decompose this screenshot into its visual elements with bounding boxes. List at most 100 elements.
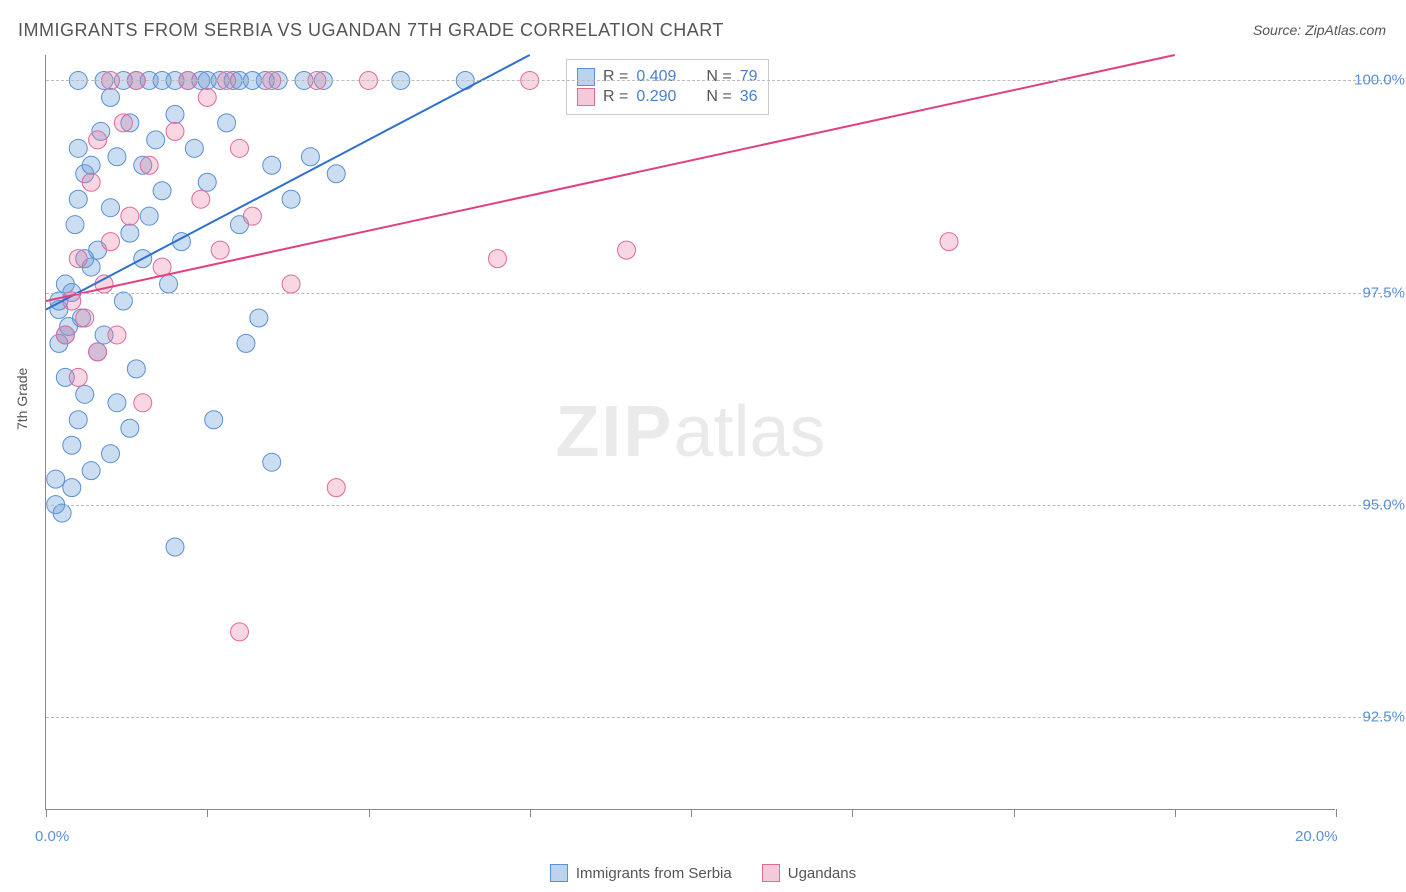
legend-stats: R = 0.409 N = 79 R = 0.290 N = 36 xyxy=(566,59,769,115)
scatter-point-serbia xyxy=(102,199,120,217)
scatter-point-uganda xyxy=(89,343,107,361)
scatter-point-serbia xyxy=(282,190,300,208)
x-tick-label: 0.0% xyxy=(35,828,69,845)
gridline-h xyxy=(46,293,1391,294)
legend-r-label: R = xyxy=(603,88,628,106)
scatter-point-uganda xyxy=(89,131,107,149)
legend-r-value: 0.290 xyxy=(636,88,676,106)
plot-svg xyxy=(46,55,1335,809)
scatter-point-serbia xyxy=(327,165,345,183)
legend-bottom: Immigrants from Serbia Ugandans xyxy=(0,864,1406,882)
x-tick xyxy=(530,809,531,817)
x-tick xyxy=(369,809,370,817)
scatter-point-serbia xyxy=(301,148,319,166)
scatter-point-serbia xyxy=(166,538,184,556)
scatter-point-uganda xyxy=(166,122,184,140)
y-tick-label: 97.5% xyxy=(1345,284,1405,301)
legend-bottom-label: Immigrants from Serbia xyxy=(576,865,732,882)
legend-swatch xyxy=(762,864,780,882)
scatter-point-serbia xyxy=(121,224,139,242)
legend-r-label: R = xyxy=(603,68,628,86)
chart-title: IMMIGRANTS FROM SERBIA VS UGANDAN 7TH GR… xyxy=(18,20,724,41)
scatter-point-serbia xyxy=(82,156,100,174)
scatter-point-serbia xyxy=(250,309,268,327)
y-tick-label: 95.0% xyxy=(1345,496,1405,513)
legend-bottom-item: Ugandans xyxy=(762,864,856,882)
scatter-point-serbia xyxy=(102,445,120,463)
legend-n-label: N = xyxy=(706,68,731,86)
scatter-point-serbia xyxy=(140,207,158,225)
plot-area: ZIPatlas R =0.409N =79R =0.290N =36 92.5… xyxy=(45,55,1335,810)
x-tick xyxy=(691,809,692,817)
scatter-point-uganda xyxy=(56,326,74,344)
scatter-point-serbia xyxy=(263,453,281,471)
scatter-point-uganda xyxy=(327,479,345,497)
scatter-point-uganda xyxy=(76,309,94,327)
legend-swatch xyxy=(577,68,595,86)
scatter-point-uganda xyxy=(192,190,210,208)
scatter-point-serbia xyxy=(53,504,71,522)
scatter-point-serbia xyxy=(66,216,84,234)
legend-n-value: 79 xyxy=(740,68,758,86)
legend-n-value: 36 xyxy=(740,88,758,106)
scatter-point-serbia xyxy=(237,334,255,352)
x-tick xyxy=(207,809,208,817)
scatter-point-serbia xyxy=(108,394,126,412)
scatter-point-uganda xyxy=(231,623,249,641)
x-tick xyxy=(1175,809,1176,817)
x-tick-label: 20.0% xyxy=(1295,828,1338,845)
scatter-point-serbia xyxy=(218,114,236,132)
x-tick xyxy=(46,809,47,817)
scatter-point-serbia xyxy=(69,190,87,208)
x-tick xyxy=(1014,809,1015,817)
scatter-point-uganda xyxy=(69,368,87,386)
legend-swatch xyxy=(550,864,568,882)
scatter-point-serbia xyxy=(82,462,100,480)
legend-bottom-label: Ugandans xyxy=(788,865,856,882)
scatter-point-serbia xyxy=(147,131,165,149)
scatter-point-serbia xyxy=(205,411,223,429)
legend-swatch xyxy=(577,88,595,106)
chart-source: Source: ZipAtlas.com xyxy=(1253,22,1386,38)
scatter-point-uganda xyxy=(198,88,216,106)
scatter-point-serbia xyxy=(198,173,216,191)
scatter-point-serbia xyxy=(102,88,120,106)
scatter-point-serbia xyxy=(185,139,203,157)
scatter-point-serbia xyxy=(160,275,178,293)
scatter-point-uganda xyxy=(489,250,507,268)
gridline-h xyxy=(46,80,1391,81)
scatter-point-serbia xyxy=(76,385,94,403)
scatter-point-uganda xyxy=(69,250,87,268)
scatter-point-serbia xyxy=(263,156,281,174)
scatter-point-uganda xyxy=(121,207,139,225)
scatter-point-serbia xyxy=(121,419,139,437)
y-tick-label: 92.5% xyxy=(1345,708,1405,725)
scatter-point-serbia xyxy=(114,292,132,310)
y-tick-label: 100.0% xyxy=(1345,72,1405,89)
scatter-point-uganda xyxy=(940,233,958,251)
scatter-point-serbia xyxy=(69,411,87,429)
legend-stats-row: R = 0.409 N = 79 xyxy=(577,68,758,86)
legend-r-value: 0.409 xyxy=(636,68,676,86)
scatter-point-uganda xyxy=(102,233,120,251)
scatter-point-uganda xyxy=(211,241,229,259)
scatter-point-serbia xyxy=(63,436,81,454)
scatter-point-uganda xyxy=(108,326,126,344)
scatter-point-serbia xyxy=(69,139,87,157)
scatter-point-uganda xyxy=(282,275,300,293)
x-tick xyxy=(1336,809,1337,817)
legend-stats-row: R = 0.290 N = 36 xyxy=(577,88,758,106)
scatter-point-uganda xyxy=(231,139,249,157)
legend-bottom-item: Immigrants from Serbia xyxy=(550,864,732,882)
scatter-point-uganda xyxy=(134,394,152,412)
scatter-point-serbia xyxy=(127,360,145,378)
scatter-point-uganda xyxy=(114,114,132,132)
x-tick xyxy=(852,809,853,817)
gridline-h xyxy=(46,717,1391,718)
scatter-point-serbia xyxy=(166,105,184,123)
scatter-point-serbia xyxy=(153,182,171,200)
gridline-h xyxy=(46,505,1391,506)
scatter-point-serbia xyxy=(108,148,126,166)
scatter-point-uganda xyxy=(618,241,636,259)
legend-n-label: N = xyxy=(706,88,731,106)
